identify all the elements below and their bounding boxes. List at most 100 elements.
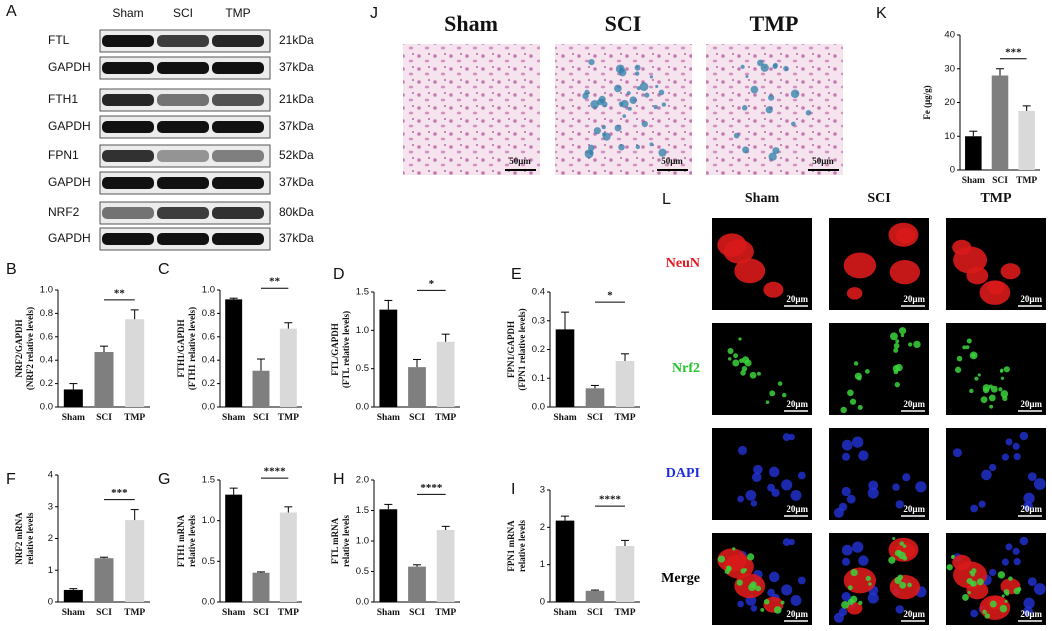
dapi-nucleus — [833, 507, 844, 518]
bar — [436, 341, 455, 407]
nrf2-signal — [850, 568, 858, 577]
dapi-nucleus — [858, 450, 869, 461]
y-tick-label: 3 — [48, 501, 53, 512]
blot-size: 21kDa — [279, 92, 314, 106]
histology-image — [403, 44, 540, 175]
dapi-nucleus — [852, 541, 864, 553]
blot-band — [102, 233, 154, 245]
fluorescence-group: Sham — [745, 191, 780, 206]
bar — [555, 520, 575, 602]
dapi-nucleus — [1019, 431, 1029, 441]
neun-cell — [846, 287, 863, 300]
dapi-nucleus — [781, 479, 793, 491]
dapi-nucleus — [841, 557, 850, 566]
y-tick-label: 4 — [48, 470, 53, 481]
panel-letter: A — [6, 3, 17, 20]
scale-label: 50μm — [509, 156, 531, 166]
y-tick-label: 0.0 — [202, 597, 215, 608]
blot-band — [102, 62, 154, 74]
nrf2-signal — [840, 406, 847, 414]
y-tick-label: 0.0 — [40, 402, 53, 413]
x-tick-label: TMP — [1016, 176, 1037, 186]
neun-cell — [763, 281, 784, 298]
lane-label: Sham — [112, 6, 143, 20]
nrf2-signal — [1003, 366, 1010, 373]
x-tick-label: TMP — [278, 413, 299, 423]
y-tick-label: 0.5 — [356, 566, 369, 577]
iron-stain — [634, 64, 641, 71]
iron-stain — [590, 100, 600, 109]
x-tick-label: TMP — [278, 608, 299, 618]
nrf2-signal — [954, 366, 962, 373]
nrf2-signal — [746, 553, 755, 561]
significance-label: **** — [264, 466, 287, 478]
dapi-nucleus — [781, 584, 793, 596]
scale-label: 50μm — [812, 156, 834, 166]
dapi-nucleus — [846, 494, 856, 504]
y-tick-label: 30 — [944, 63, 955, 74]
significance-label: **** — [599, 494, 622, 506]
iron-stain — [641, 120, 648, 128]
y-tick-label: 0.6 — [40, 331, 53, 342]
iron-stain — [644, 92, 650, 98]
nrf2-signal — [892, 536, 896, 541]
y-tick-label: 0.8 — [40, 308, 53, 319]
nrf2-signal — [740, 370, 746, 376]
nrf2-signal — [988, 394, 996, 402]
y-tick-label: 2 — [540, 522, 545, 533]
dapi-nucleus — [1005, 438, 1013, 446]
iron-stain — [601, 125, 606, 130]
nrf2-signal — [971, 568, 977, 574]
dapi-nucleus — [895, 500, 904, 509]
dapi-nucleus — [782, 433, 791, 442]
iron-stain — [635, 71, 640, 76]
bar — [125, 520, 145, 602]
nrf2-signal — [894, 381, 900, 388]
bar — [94, 352, 114, 407]
nrf2-signal — [989, 404, 994, 409]
nrf2-signal — [890, 332, 898, 341]
dapi-nucleus — [745, 489, 757, 501]
nrf2-signal — [899, 581, 907, 589]
nrf2-signal — [894, 550, 902, 557]
panel-letter: L — [662, 191, 671, 208]
blot-size: 37kDa — [279, 119, 314, 133]
nrf2-signal — [777, 381, 783, 386]
iron-stain — [658, 148, 667, 157]
y-tick-label: 0.4 — [202, 355, 215, 366]
fluorescence-image — [712, 428, 812, 520]
blot-band — [212, 177, 264, 189]
y-tick-label: 0 — [540, 597, 545, 608]
nrf2-signal — [780, 600, 785, 605]
y-axis-label: (FTL relative levels) — [341, 311, 351, 388]
dapi-nucleus — [769, 466, 780, 478]
neun-cell — [987, 281, 1005, 295]
nrf2-signal — [990, 385, 998, 393]
dapi-nucleus — [769, 571, 780, 583]
dapi-nucleus — [867, 592, 879, 604]
iron-stain — [598, 95, 606, 103]
iron-stain — [620, 99, 629, 108]
bar — [379, 309, 398, 407]
nrf2-signal — [976, 578, 984, 586]
blot-band — [157, 207, 209, 219]
nrf2-signal — [765, 400, 770, 404]
dapi-nucleus — [841, 439, 853, 451]
nrf2-signal — [782, 392, 787, 398]
y-axis-label: (FTH1 relative levels) — [187, 307, 197, 390]
nrf2-signal — [969, 388, 974, 394]
nrf2-signal — [898, 327, 907, 335]
x-tick-label: SCI — [96, 608, 112, 618]
scale-label: 50μm — [661, 156, 683, 166]
fluorescence-image — [829, 323, 929, 415]
nrf2-signal — [847, 598, 854, 605]
dapi-nucleus — [1027, 472, 1037, 482]
dapi-nucleus — [1001, 558, 1009, 566]
y-axis-label: relative levels — [25, 512, 35, 565]
nrf2-signal — [1000, 368, 1004, 373]
fluorescence-image — [712, 323, 812, 415]
neun-cell — [888, 222, 919, 247]
scale-label: 20μm — [903, 609, 925, 619]
nrf2-signal — [989, 600, 997, 608]
blot-band — [212, 150, 264, 162]
